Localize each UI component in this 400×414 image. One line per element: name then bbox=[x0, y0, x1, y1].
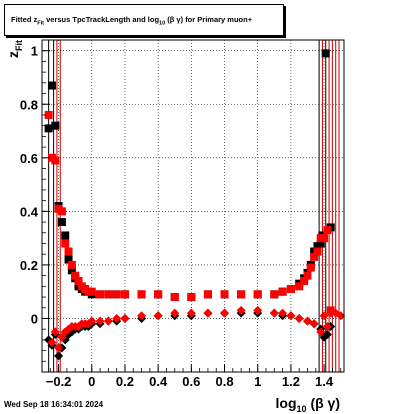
data-point bbox=[278, 287, 287, 296]
data-point bbox=[313, 247, 322, 256]
data-point bbox=[306, 263, 315, 272]
data-point bbox=[95, 316, 105, 326]
data-point bbox=[322, 321, 332, 331]
data-point bbox=[47, 81, 56, 90]
data-point bbox=[54, 351, 64, 361]
data-point bbox=[44, 110, 53, 119]
data-point bbox=[153, 311, 163, 321]
data-point bbox=[286, 311, 296, 321]
data-point bbox=[67, 260, 76, 269]
data-point bbox=[253, 290, 262, 299]
data-point bbox=[137, 311, 147, 321]
data-point bbox=[286, 285, 295, 293]
data-point bbox=[112, 290, 121, 299]
y-tick-label: 0.6 bbox=[20, 151, 38, 166]
data-point bbox=[57, 207, 66, 216]
x-tick-label: 0 bbox=[88, 374, 95, 389]
data-point bbox=[61, 239, 70, 248]
data-point bbox=[87, 316, 97, 326]
y-axis-label: zFit bbox=[5, 40, 24, 58]
y-tick-label: 0.4 bbox=[20, 204, 39, 219]
data-point bbox=[316, 327, 326, 337]
data-point bbox=[321, 49, 330, 58]
plot-frame bbox=[41, 39, 345, 373]
data-point bbox=[203, 290, 212, 299]
chart-title-box: Fitted zFit versus TpcTrackLength and lo… bbox=[4, 4, 284, 36]
data-point bbox=[71, 271, 80, 280]
data-point bbox=[87, 287, 96, 296]
data-point bbox=[47, 338, 57, 348]
data-point bbox=[309, 319, 319, 329]
data-point bbox=[64, 247, 73, 256]
data-point bbox=[320, 234, 329, 243]
y-tick-label: 0.8 bbox=[20, 97, 38, 112]
data-point bbox=[51, 121, 60, 130]
data-point bbox=[154, 290, 163, 299]
data-point bbox=[104, 290, 113, 299]
data-point bbox=[170, 308, 180, 318]
data-point bbox=[186, 308, 196, 318]
data-point bbox=[220, 308, 230, 318]
data-point bbox=[295, 282, 304, 291]
data-point bbox=[269, 308, 279, 318]
data-point bbox=[326, 308, 336, 318]
axis-layer: −0.2 0 0.2 0.4 0.6 0.8 1 1.2 1.4 0 0.2 0.4 0.6 0.8 1 bbox=[20, 44, 342, 389]
timestamp: Wed Sep 18 16:34:01 2024 bbox=[4, 400, 104, 409]
data-point bbox=[278, 308, 288, 318]
x-tick-label: 1.4 bbox=[315, 374, 334, 389]
y-tick-label: 0 bbox=[31, 311, 38, 326]
data-point bbox=[322, 330, 332, 340]
error-bar-layer bbox=[48, 40, 340, 372]
data-point bbox=[300, 276, 309, 285]
x-axis-label: log10 (β γ) bbox=[276, 395, 340, 414]
data-point bbox=[294, 313, 304, 323]
data-point bbox=[112, 313, 122, 323]
data-point bbox=[236, 305, 246, 315]
y-tick-label: 0.2 bbox=[20, 258, 38, 273]
data-point bbox=[54, 343, 64, 353]
x-tick-label: 1.2 bbox=[282, 374, 300, 389]
data-point bbox=[336, 311, 346, 321]
data-point bbox=[50, 327, 60, 337]
data-point bbox=[323, 226, 332, 235]
data-point bbox=[170, 293, 179, 302]
data-point bbox=[316, 239, 325, 248]
data-point bbox=[67, 266, 76, 275]
data-point bbox=[303, 271, 312, 280]
marker-layer bbox=[44, 49, 346, 361]
data-point bbox=[51, 156, 60, 165]
data-point bbox=[74, 276, 83, 285]
data-point bbox=[203, 308, 213, 318]
data-point bbox=[237, 290, 246, 299]
data-point bbox=[120, 290, 129, 299]
data-point bbox=[44, 124, 53, 133]
x-tick-label: −0.2 bbox=[46, 374, 72, 389]
x-tick-label: 0.8 bbox=[215, 374, 233, 389]
data-point bbox=[187, 293, 196, 302]
x-tick-label: 1 bbox=[254, 374, 261, 389]
chart-title: Fitted zFit versus TpcTrackLength and lo… bbox=[11, 15, 253, 27]
x-tick-label: 0.4 bbox=[149, 374, 168, 389]
data-point bbox=[61, 231, 70, 240]
data-point bbox=[137, 290, 146, 299]
y-tick-label: 1 bbox=[31, 44, 38, 59]
data-point bbox=[310, 252, 319, 261]
x-tick-label: 0.2 bbox=[116, 374, 134, 389]
data-point bbox=[253, 305, 263, 315]
data-point bbox=[319, 311, 329, 321]
data-point bbox=[120, 313, 130, 323]
data-point bbox=[96, 290, 105, 299]
data-point bbox=[103, 316, 113, 326]
data-point bbox=[64, 255, 73, 264]
data-point bbox=[270, 290, 279, 299]
x-tick-label: 0.6 bbox=[182, 374, 200, 389]
data-point bbox=[57, 218, 66, 227]
data-point bbox=[302, 316, 312, 326]
data-point bbox=[220, 290, 229, 299]
